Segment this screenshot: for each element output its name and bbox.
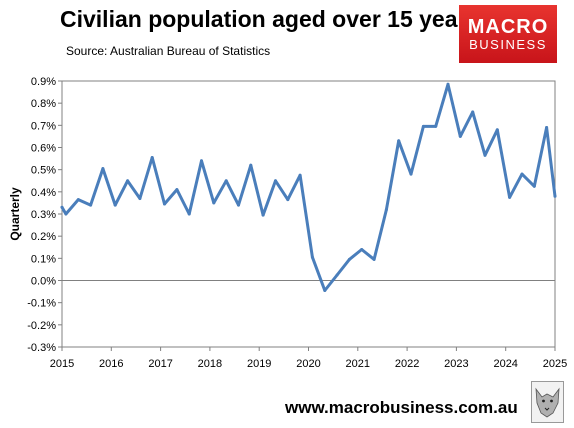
y-tick-label: -0.3% [27, 342, 56, 354]
data-point [76, 198, 80, 202]
data-point [372, 257, 376, 261]
series-group [60, 82, 557, 292]
y-axis-label: Quarterly [8, 187, 22, 241]
y-tick-label: -0.2% [27, 320, 56, 332]
data-point [471, 110, 475, 114]
chart-source: Source: Australian Bureau of Statistics [66, 44, 271, 58]
data-point [545, 126, 549, 129]
data-point [274, 179, 277, 183]
data-point [446, 82, 450, 86]
data-point [298, 173, 302, 177]
data-point [163, 202, 166, 206]
plot-border [61, 80, 556, 348]
x-tick-label: 2023 [444, 358, 468, 370]
data-point [347, 257, 351, 261]
website-url: www.macrobusiness.com.au [285, 398, 518, 417]
data-point [434, 124, 438, 128]
data-point [495, 128, 499, 132]
x-tick-label: 2016 [99, 358, 123, 370]
data-point [360, 248, 364, 251]
data-point [64, 212, 68, 216]
x-tick-label: 2018 [198, 358, 222, 370]
data-point [175, 188, 179, 192]
data-point [212, 201, 216, 205]
y-tick-label: 0.9% [31, 76, 56, 88]
data-point [249, 163, 253, 167]
data-point [150, 156, 154, 159]
data-point [237, 203, 240, 207]
data-point [409, 172, 413, 176]
x-tick-label: 2017 [148, 358, 172, 370]
data-point [310, 255, 314, 259]
macrobusiness-logo: MACRO BUSINESS [459, 5, 557, 63]
plot-area [61, 80, 556, 348]
x-tick-label: 2025 [543, 358, 567, 370]
data-point [323, 289, 327, 292]
data-point [261, 213, 265, 217]
data-point [138, 197, 142, 200]
data-point [553, 194, 557, 198]
x-tick-label: 2024 [493, 358, 517, 370]
y-tick-label: 0.4% [31, 187, 56, 199]
y-tick-label: 0.2% [31, 231, 56, 243]
data-point [286, 198, 290, 202]
data-point [483, 153, 487, 157]
y-tick-label: 0.3% [31, 209, 56, 221]
data-point [384, 208, 388, 212]
data-point [224, 179, 228, 183]
chart-title: Civilian population aged over 15 years [60, 6, 480, 32]
x-tick-label: 2019 [247, 358, 271, 370]
y-tick-label: 0.1% [31, 253, 56, 265]
data-point [421, 124, 425, 128]
data-point [126, 179, 130, 183]
logo-line2: BUSINESS [469, 37, 547, 52]
data-point [397, 139, 401, 143]
logo-line1: MACRO [467, 16, 549, 38]
y-tick-label: 0.5% [31, 165, 56, 177]
data-point [335, 273, 339, 277]
y-tick-label: -0.1% [27, 298, 56, 310]
x-tick-label: 2020 [296, 358, 320, 370]
x-axis-ticks: 2015 2016 2017 2018 2019 2020 2021 2022 2023 2024… [50, 347, 567, 370]
series-line [60, 82, 557, 292]
y-tick-label: 0.6% [31, 143, 56, 155]
data-point [458, 134, 462, 138]
data-point [60, 205, 64, 209]
data-point [508, 195, 512, 199]
x-tick-label: 2021 [346, 358, 370, 370]
data-point [520, 172, 524, 176]
wolf-logo-icon [531, 381, 564, 423]
y-tick-label: 0.7% [31, 120, 56, 132]
data-point [532, 184, 536, 188]
x-tick-label: 2015 [50, 358, 74, 370]
y-tick-label: 0.0% [31, 276, 56, 288]
data-point [89, 203, 93, 207]
data-point [101, 167, 105, 171]
x-tick-label: 2022 [395, 358, 419, 370]
data-point [113, 203, 117, 207]
data-point [187, 212, 191, 216]
y-axis-ticks: -0.3% -0.2% -0.1% 0.0% 0.1% 0.2% 0.3% 0.4% 0.5% 0… [27, 76, 62, 354]
data-point [200, 159, 203, 163]
y-tick-label: 0.8% [31, 98, 56, 110]
